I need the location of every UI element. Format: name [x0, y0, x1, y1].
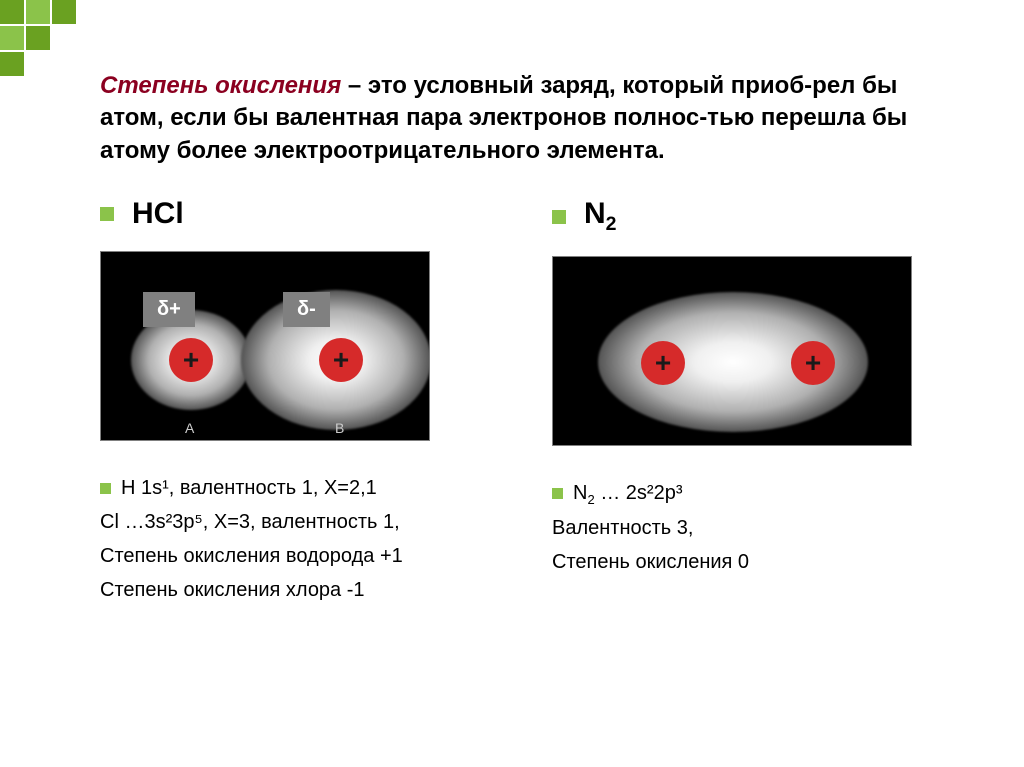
left-column: HCl + + δ+ δ- A B H 1s¹, валентность 1, … — [100, 197, 492, 607]
slide-content: Степень окисления – это условный заряд, … — [0, 0, 1024, 607]
note-text: Степень окисления водорода +1 — [100, 539, 492, 573]
deco-sq — [52, 52, 76, 76]
columns: HCl + + δ+ δ- A B H 1s¹, валентность 1, … — [100, 197, 944, 607]
formula-base: N — [584, 197, 606, 230]
deco-sq — [0, 0, 24, 24]
deco-sq — [26, 26, 50, 50]
right-column: N2 + + N2 … 2s²2p³ Валентность 3, Степен… — [552, 197, 944, 607]
formula-row-right: N2 — [552, 197, 944, 236]
atom-h: + — [169, 338, 213, 382]
atom-n-right: + — [791, 341, 835, 385]
formula-n2: N2 — [584, 197, 617, 236]
deco-sq — [0, 52, 24, 76]
deco-sq — [26, 52, 50, 76]
formula-sub: 2 — [606, 213, 617, 235]
hcl-diagram: + + δ+ δ- A B — [100, 251, 430, 441]
atom-n-left: + — [641, 341, 685, 385]
delta-plus-label: δ+ — [143, 292, 195, 327]
deco-sq — [52, 0, 76, 24]
note-text: H 1s¹, валентность 1, X=2,1 — [121, 471, 377, 505]
deco-sq — [0, 26, 24, 50]
atom-cl: + — [319, 338, 363, 382]
corner-decoration — [0, 0, 76, 76]
deco-sq — [26, 0, 50, 24]
right-notes: N2 … 2s²2p³ Валентность 3, Степень окисл… — [552, 476, 944, 579]
note-row: H 1s¹, валентность 1, X=2,1 — [100, 471, 492, 505]
title-block: Степень окисления – это условный заряд, … — [100, 70, 944, 167]
deco-sq — [52, 26, 76, 50]
note-text: Валентность 3, — [552, 511, 944, 545]
formula-hcl: HCl — [132, 197, 184, 231]
note-text: N2 … 2s²2p³ — [573, 476, 683, 511]
bullet-icon — [100, 483, 111, 494]
note-text: Степень окисления 0 — [552, 545, 944, 579]
formula-row-left: HCl — [100, 197, 492, 231]
left-notes: H 1s¹, валентность 1, X=2,1 Cl …3s²3p⁵, … — [100, 471, 492, 607]
note-text: Cl …3s²3p⁵, X=3, валентность 1, — [100, 505, 492, 539]
delta-minus-label: δ- — [283, 292, 330, 327]
n2-diagram: + + — [552, 256, 912, 446]
bullet-icon — [552, 488, 563, 499]
bullet-icon — [100, 207, 114, 221]
bullet-icon — [552, 210, 566, 224]
title-term: Степень окисления — [100, 72, 341, 99]
note-text: Степень окисления хлора -1 — [100, 573, 492, 607]
label-b: B — [335, 420, 344, 436]
label-a: A — [185, 420, 194, 436]
note-row: N2 … 2s²2p³ — [552, 476, 944, 511]
